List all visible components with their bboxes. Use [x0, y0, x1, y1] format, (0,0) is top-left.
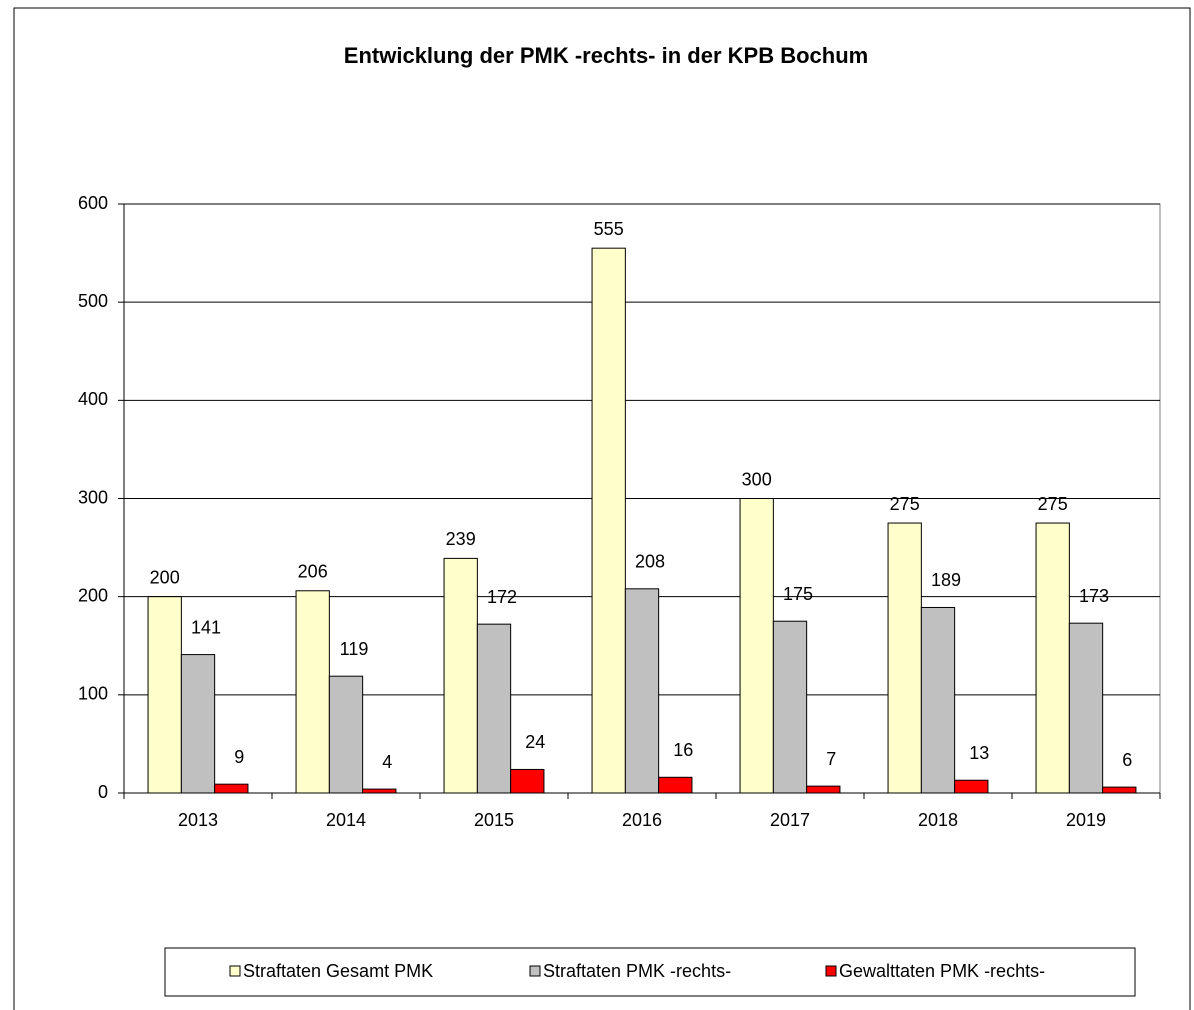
value-label: 16 [673, 740, 693, 760]
value-label: 555 [594, 219, 624, 239]
y-tick-label: 600 [78, 193, 108, 213]
value-label: 173 [1079, 586, 1109, 606]
y-tick-label: 100 [78, 684, 108, 704]
x-tick-label: 2019 [1066, 810, 1106, 830]
bar [362, 788, 397, 794]
value-label: 13 [969, 743, 989, 763]
bar [920, 606, 956, 794]
value-label: 7 [826, 749, 836, 769]
legend-swatch [229, 965, 241, 977]
bar [1035, 522, 1070, 794]
bar [887, 522, 922, 794]
legend-label: Gewalttaten PMK -rechts- [839, 961, 1045, 981]
bar [476, 623, 512, 794]
legend-label: Straftaten Gesamt PMK [243, 961, 433, 981]
bar [1102, 786, 1137, 794]
bar [806, 785, 841, 794]
bar [147, 596, 182, 794]
bar [328, 675, 364, 794]
bar [180, 654, 216, 794]
bar [1068, 622, 1104, 794]
y-tick-label: 0 [98, 782, 108, 802]
value-label: 200 [150, 567, 180, 587]
value-label: 119 [340, 639, 369, 659]
y-tick-label: 500 [78, 291, 108, 311]
x-tick-label: 2016 [622, 810, 662, 830]
x-tick-label: 2018 [918, 810, 958, 830]
value-label: 172 [487, 587, 517, 607]
value-label: 24 [525, 732, 545, 752]
value-label: 189 [931, 570, 961, 590]
chart-title: Entwicklung der PMK -rechts- in der KPB … [344, 43, 868, 68]
legend-label: Straftaten PMK -rechts- [543, 961, 731, 981]
bar [591, 247, 626, 794]
bar [214, 783, 249, 794]
legend [164, 947, 1136, 997]
bar [658, 776, 693, 794]
x-tick-label: 2015 [474, 810, 514, 830]
y-tick-label: 300 [78, 487, 108, 507]
bar [954, 779, 989, 794]
x-tick-label: 2014 [326, 810, 366, 830]
x-tick-label: 2013 [178, 810, 218, 830]
value-label: 141 [191, 617, 221, 637]
value-label: 208 [635, 552, 665, 572]
value-label: 4 [382, 752, 392, 772]
x-tick-label: 2017 [770, 810, 810, 830]
bar [443, 557, 478, 794]
legend-swatch [825, 965, 837, 977]
y-tick-label: 200 [78, 585, 108, 605]
value-label: 6 [1122, 750, 1132, 770]
bar [510, 768, 545, 794]
legend-swatch [529, 965, 541, 977]
value-label: 175 [783, 584, 813, 604]
bar [624, 588, 660, 794]
value-label: 300 [742, 469, 772, 489]
value-label: 9 [234, 747, 244, 767]
value-label: 206 [298, 562, 328, 582]
y-tick-label: 400 [78, 389, 108, 409]
bar [295, 590, 330, 794]
value-label: 275 [890, 494, 920, 514]
bar [772, 620, 808, 794]
value-label: 239 [446, 529, 476, 549]
value-label: 275 [1038, 494, 1068, 514]
bar [739, 498, 774, 794]
